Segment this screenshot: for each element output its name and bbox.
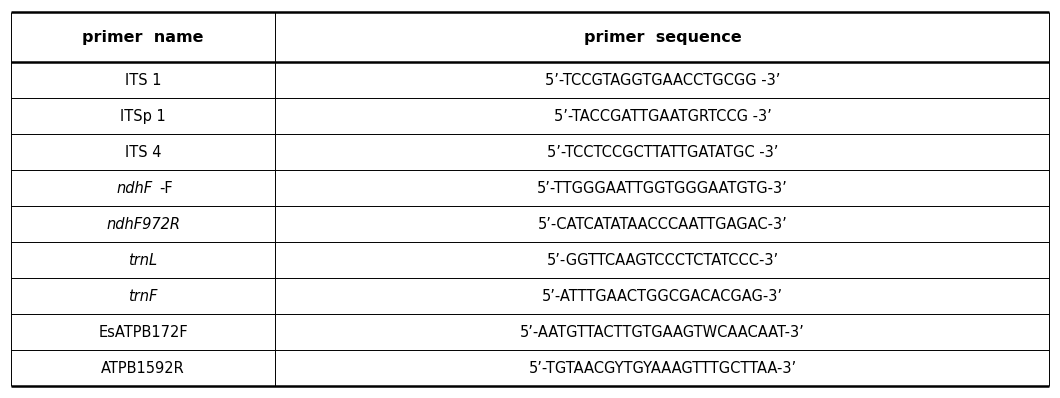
Text: ITSp 1: ITSp 1 [120, 109, 166, 124]
Text: 5’-CATCATATAACCCAATTGAGAC-3’: 5’-CATCATATAACCCAATTGAGAC-3’ [537, 217, 788, 232]
Text: ndhF972R: ndhF972R [106, 217, 180, 232]
Text: 5’-GGTTCAAGTCCCTCTATCCC-3’: 5’-GGTTCAAGTCCCTCTATCCC-3’ [546, 253, 778, 268]
Text: 5’-TACCGATTGAATGRTCCG -3’: 5’-TACCGATTGAATGRTCCG -3’ [553, 109, 772, 124]
Text: trnF: trnF [128, 289, 158, 304]
Text: ITS 1: ITS 1 [125, 73, 161, 88]
Text: primer  name: primer name [83, 30, 204, 45]
Text: 5’-TGTAACGYTGYAAAGTTTGCTTAA-3’: 5’-TGTAACGYTGYAAAGTTTGCTTAA-3’ [528, 361, 796, 376]
Text: 5’-TCCTCCGCTTATTGATATGC -3’: 5’-TCCTCCGCTTATTGATATGC -3’ [547, 145, 778, 160]
Text: -F: -F [160, 181, 173, 196]
Text: trnL: trnL [128, 253, 158, 268]
Text: EsATPB172F: EsATPB172F [99, 325, 188, 339]
Text: 5’-AATGTTACTTGTGAAGTWCAACAAT-3’: 5’-AATGTTACTTGTGAAGTWCAACAAT-3’ [520, 325, 805, 339]
Text: ITS 4: ITS 4 [125, 145, 161, 160]
Text: 5’-TCCGTAGGTGAACCTGCGG -3’: 5’-TCCGTAGGTGAACCTGCGG -3’ [545, 73, 780, 88]
Text: ATPB1592R: ATPB1592R [101, 361, 184, 376]
Text: primer  sequence: primer sequence [584, 30, 741, 45]
Text: 5’-TTGGGAATTGGTGGGAATGTG-3’: 5’-TTGGGAATTGGTGGGAATGTG-3’ [537, 181, 788, 196]
Text: ndhF: ndhF [117, 181, 153, 196]
Text: 5’-ATTTGAACTGGCGACACGAG-3’: 5’-ATTTGAACTGGCGACACGAG-3’ [542, 289, 783, 304]
